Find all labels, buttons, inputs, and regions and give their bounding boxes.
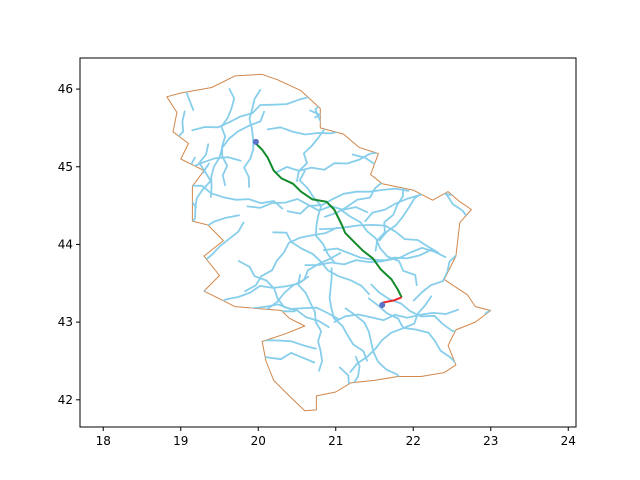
road-line: [166, 110, 186, 196]
y-tick-label: 43: [58, 315, 73, 329]
route-segment-line: [382, 296, 402, 304]
road-line: [349, 295, 433, 373]
route-endpoint: [379, 302, 386, 309]
road-line: [368, 297, 460, 367]
x-tick-label: 20: [251, 434, 266, 448]
road-line: [220, 88, 236, 187]
x-axis: 18 19 20 21 22 23 24: [96, 427, 576, 448]
road-line: [272, 231, 370, 295]
route-endpoint: [252, 138, 259, 145]
road-line: [166, 74, 195, 111]
road-line: [275, 145, 396, 174]
y-tick-label: 42: [58, 393, 73, 407]
y-tick-label: 44: [58, 237, 73, 251]
road-line: [297, 273, 323, 372]
y-tick-label: 46: [58, 82, 73, 96]
x-tick-label: 22: [406, 434, 421, 448]
x-tick-label: 24: [561, 434, 576, 448]
axes-frame: [79, 57, 577, 428]
road-line: [246, 198, 369, 214]
road-line: [339, 208, 418, 286]
route-main-line: [255, 142, 403, 298]
road-line: [338, 366, 363, 411]
y-axis: 42 43 44 45 46: [58, 82, 80, 407]
road-line: [304, 248, 433, 267]
road-line: [244, 226, 338, 293]
road-line: [286, 187, 410, 215]
x-tick-label: 18: [96, 434, 111, 448]
road-line: [296, 91, 327, 182]
x-tick-label: 21: [328, 434, 343, 448]
x-tick-label: 23: [483, 434, 498, 448]
road-line: [187, 143, 212, 238]
country-border: [166, 73, 492, 412]
road-line: [298, 170, 336, 264]
x-tick-label: 19: [173, 434, 188, 448]
road-line: [237, 260, 330, 328]
road-line: [210, 110, 265, 198]
road-line: [191, 95, 312, 132]
y-tick-label: 45: [58, 160, 73, 174]
road-line: [328, 267, 368, 362]
road-line: [243, 88, 262, 188]
